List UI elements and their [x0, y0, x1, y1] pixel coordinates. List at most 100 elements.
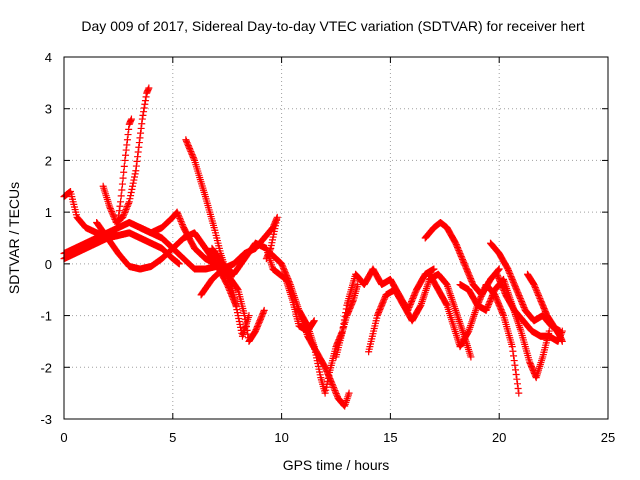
data-point	[109, 211, 117, 219]
data-point	[497, 306, 505, 314]
data-point	[376, 306, 384, 314]
series-s4	[99, 84, 153, 226]
data-point	[325, 371, 333, 379]
data-point	[511, 281, 519, 289]
data-point	[478, 289, 486, 297]
data-point	[254, 321, 262, 329]
data-point	[460, 260, 468, 268]
data-point	[468, 278, 476, 286]
data-point	[486, 298, 494, 306]
data-point	[478, 291, 486, 299]
data-point	[283, 273, 291, 281]
data-point	[506, 271, 514, 279]
data-point	[416, 302, 424, 310]
data-point	[494, 272, 502, 280]
data-point	[409, 295, 417, 303]
data-point	[467, 275, 475, 283]
data-point	[374, 310, 382, 318]
data-point	[125, 198, 133, 206]
data-point	[184, 142, 192, 150]
data-point	[500, 286, 508, 294]
data-point	[124, 131, 132, 139]
data-point	[188, 151, 196, 159]
data-point	[340, 320, 348, 328]
data-point	[113, 224, 121, 232]
y-tick-label: -1	[40, 309, 52, 324]
data-point	[480, 286, 488, 294]
data-point	[375, 307, 383, 315]
data-point	[255, 320, 263, 328]
data-point	[120, 162, 128, 170]
data-point	[120, 210, 128, 218]
plot-frame	[63, 56, 609, 420]
data-point	[406, 300, 414, 308]
series-s19	[523, 270, 566, 345]
y-axis-label: SDTVAR / TECUs	[6, 182, 22, 294]
data-point	[454, 244, 462, 252]
data-point	[235, 315, 243, 323]
data-point	[378, 301, 386, 309]
data-point	[509, 347, 517, 355]
series-s3	[60, 115, 135, 263]
data-point	[512, 371, 520, 379]
data-point	[281, 267, 289, 275]
data-point	[495, 301, 503, 309]
data-point	[283, 272, 291, 280]
data-point	[187, 149, 195, 157]
data-point	[463, 267, 471, 275]
data-points	[60, 84, 566, 410]
data-point	[258, 312, 266, 320]
data-point	[487, 295, 495, 303]
data-point	[465, 270, 473, 278]
data-point	[457, 252, 465, 260]
data-point	[108, 209, 116, 217]
data-point	[106, 205, 114, 213]
data-point	[504, 265, 512, 273]
data-point	[380, 297, 388, 305]
data-point	[497, 281, 505, 289]
data-point	[493, 270, 501, 278]
data-point	[185, 143, 193, 151]
data-point	[310, 317, 318, 325]
data-point	[123, 136, 131, 144]
data-point	[141, 97, 149, 105]
data-point	[411, 290, 419, 298]
data-point	[460, 258, 468, 266]
y-tick-label: 2	[45, 153, 52, 168]
data-point	[463, 266, 471, 274]
y-tick-label: -3	[40, 412, 52, 427]
data-point	[510, 357, 518, 365]
data-point	[498, 282, 506, 290]
data-point	[498, 307, 506, 315]
data-point	[174, 210, 182, 218]
data-point	[119, 213, 127, 221]
data-point	[533, 288, 541, 296]
data-point	[457, 251, 465, 259]
data-point	[533, 287, 541, 295]
data-point	[456, 250, 464, 258]
data-point	[531, 282, 539, 290]
data-point	[339, 327, 347, 335]
data-point	[496, 278, 504, 286]
data-point	[332, 390, 340, 398]
data-point	[483, 303, 491, 311]
data-point	[483, 305, 491, 313]
data-point	[411, 289, 419, 297]
data-point	[284, 275, 292, 283]
data-point	[178, 221, 186, 229]
data-point	[324, 377, 332, 385]
chart-title: Day 009 of 2017, Sidereal Day-to-day VTE…	[81, 18, 584, 34]
data-point	[112, 229, 120, 237]
data-point	[510, 280, 518, 288]
data-point	[454, 245, 462, 253]
data-point	[321, 389, 329, 397]
data-point	[515, 389, 523, 397]
data-point	[515, 292, 523, 300]
data-point	[331, 387, 339, 395]
data-point	[332, 388, 340, 396]
data-point	[236, 320, 244, 328]
data-point	[536, 295, 544, 303]
data-point	[234, 312, 242, 320]
data-point	[231, 297, 239, 305]
data-point	[462, 263, 470, 271]
